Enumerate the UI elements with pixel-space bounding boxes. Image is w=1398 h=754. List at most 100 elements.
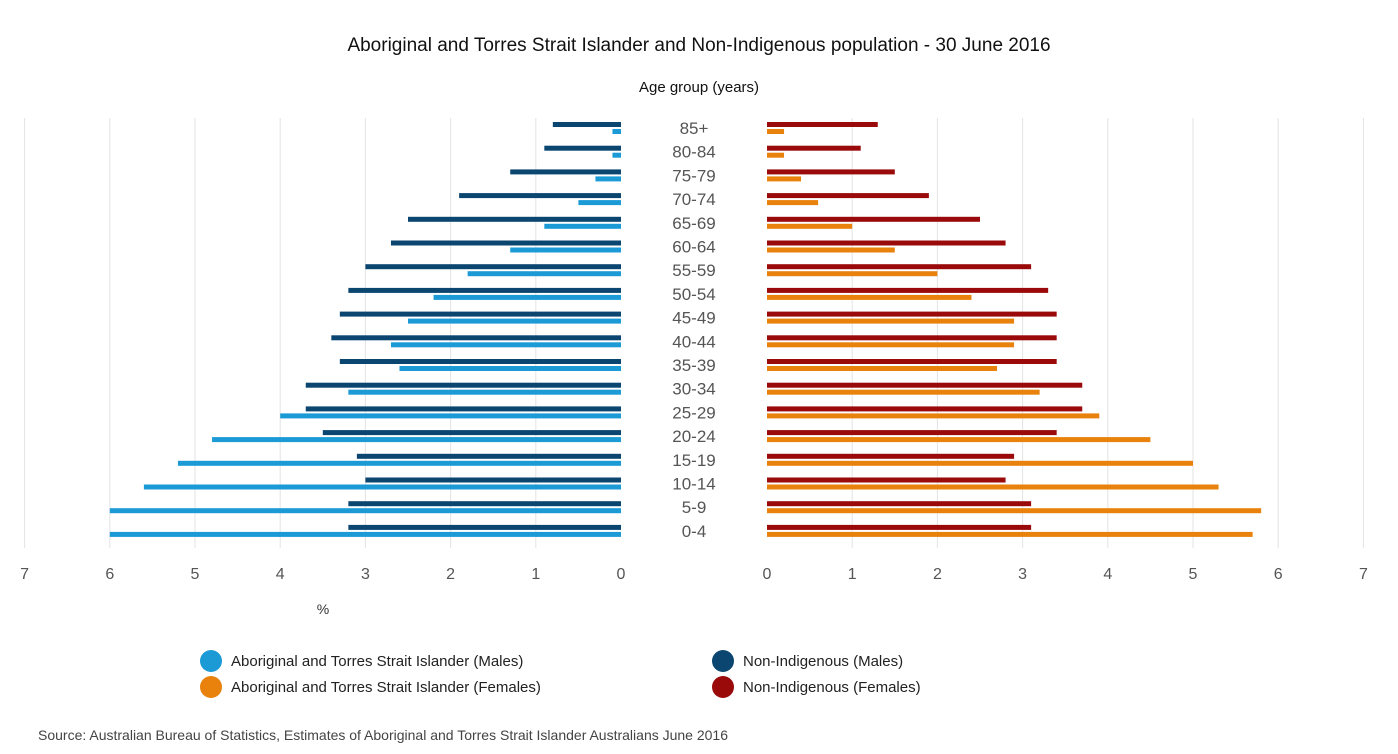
bar — [177, 460, 621, 466]
legend-swatch-atsi-males — [200, 650, 222, 672]
tick-label: 3 — [361, 566, 370, 583]
bar — [348, 524, 621, 530]
bar — [767, 294, 972, 300]
bar — [339, 311, 621, 317]
bar — [767, 145, 861, 151]
bar — [390, 240, 621, 246]
legend-label-atsi-females: Aboriginal and Torres Strait Islander (F… — [231, 678, 541, 696]
bar — [365, 477, 621, 483]
tick-label: 5 — [191, 566, 200, 583]
tick-label: 5 — [1189, 566, 1198, 583]
bar — [767, 508, 1262, 514]
category-label: 80-84 — [672, 143, 715, 162]
source-note: Source: Australian Bureau of Statistics,… — [38, 727, 729, 743]
bar — [767, 430, 1057, 436]
category-label: 50-54 — [672, 285, 715, 304]
category-label: 5-9 — [682, 498, 707, 517]
category-label: 85+ — [680, 119, 709, 138]
tick-label: 6 — [1274, 566, 1283, 583]
legend-item-atsi-males: Aboriginal and Torres Strait Islander (M… — [200, 648, 541, 674]
bar — [109, 531, 622, 537]
bar — [544, 223, 621, 229]
bar — [767, 318, 1015, 324]
bar — [767, 176, 802, 182]
bar — [552, 122, 621, 127]
bar — [767, 531, 1253, 537]
bar — [767, 382, 1083, 388]
bar — [767, 484, 1219, 490]
category-label: 75-79 — [672, 166, 715, 185]
bar — [390, 342, 621, 348]
category-label: 0-4 — [682, 522, 707, 541]
bar — [280, 413, 621, 419]
bar — [408, 216, 621, 222]
bar — [544, 145, 621, 151]
bar — [767, 122, 878, 127]
bar — [767, 169, 895, 175]
bar — [305, 406, 621, 412]
bar — [767, 287, 1049, 293]
bar — [612, 129, 621, 134]
chart-title: Aboriginal and Torres Strait Islander an… — [347, 35, 1050, 56]
tick-label: 7 — [20, 566, 29, 583]
bar — [459, 193, 621, 199]
bar — [348, 287, 621, 293]
tick-label: 4 — [1103, 566, 1112, 583]
legend-swatch-atsi-females — [200, 676, 222, 698]
bars — [109, 122, 1262, 537]
bar — [767, 524, 1032, 530]
category-label: 35-39 — [672, 356, 715, 375]
tick-label: 7 — [1359, 566, 1368, 583]
bar — [348, 389, 621, 395]
legend-column-left: Aboriginal and Torres Strait Islander (M… — [200, 648, 541, 700]
category-label: 15-19 — [672, 451, 715, 470]
bar — [348, 501, 621, 507]
bar — [595, 176, 621, 182]
bar — [143, 484, 621, 490]
bar — [767, 359, 1057, 364]
bar — [331, 335, 621, 341]
bar — [767, 223, 853, 229]
legend-swatch-nonindigenous-males — [712, 650, 734, 672]
category-label: 40-44 — [672, 332, 715, 351]
population-pyramid-chart: Aboriginal and Torres Strait Islander an… — [20, 35, 1368, 617]
legend-item-nonindigenous-females: Non-Indigenous (Females) — [712, 674, 921, 700]
category-axis-title: Age group (years) — [639, 79, 759, 96]
bar — [356, 453, 621, 459]
bar — [767, 342, 1015, 348]
bar — [767, 264, 1032, 270]
bar — [767, 477, 1006, 483]
bar — [578, 200, 621, 206]
bar — [212, 437, 622, 443]
bar — [767, 193, 929, 199]
tick-label: 4 — [276, 566, 285, 583]
category-label: 55-59 — [672, 261, 715, 280]
bar — [767, 460, 1193, 466]
bar — [767, 389, 1040, 395]
bar — [767, 200, 819, 206]
tick-label: 3 — [1018, 566, 1027, 583]
bar — [767, 240, 1006, 246]
category-label: 70-74 — [672, 190, 715, 209]
tick-label: 1 — [531, 566, 540, 583]
value-axis-label: % — [317, 601, 329, 617]
legend-swatch-nonindigenous-females — [712, 676, 734, 698]
value-axis-ticks: 7 6 5 4 3 2 1 0 0 1 2 3 4 5 6 7 — [20, 566, 1368, 583]
bar — [322, 430, 621, 436]
category-label: 10-14 — [672, 475, 715, 494]
bar — [433, 294, 621, 300]
tick-label: 0 — [763, 566, 772, 583]
bar — [339, 359, 621, 364]
tick-label: 0 — [617, 566, 626, 583]
bar — [408, 318, 621, 324]
bar — [767, 501, 1032, 507]
bar — [510, 169, 621, 175]
bar — [767, 152, 785, 158]
bar — [399, 366, 621, 371]
gridlines — [24, 118, 1364, 548]
bar — [365, 264, 621, 270]
legend-item-nonindigenous-males: Non-Indigenous (Males) — [712, 648, 921, 674]
legend-label-atsi-males: Aboriginal and Torres Strait Islander (M… — [231, 652, 524, 670]
bar — [767, 216, 980, 222]
legend-label-nonindigenous-males: Non-Indigenous (Males) — [743, 652, 904, 670]
